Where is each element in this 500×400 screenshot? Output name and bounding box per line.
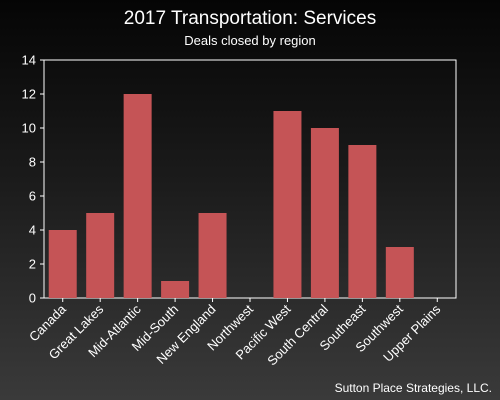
y-tick-label: 0 [29,291,36,306]
chart-subtitle: Deals closed by region [184,33,316,48]
y-tick-label: 8 [29,155,36,170]
chart-title: 2017 Transportation: Services [124,8,376,29]
y-tick-label: 6 [29,189,36,204]
bar [348,145,377,298]
bar [198,213,227,298]
y-tick-label: 14 [22,53,36,68]
y-tick-label: 2 [29,257,36,272]
bar [273,111,302,298]
y-tick-label: 4 [29,223,36,238]
bar [48,230,77,298]
footer-credit: Sutton Place Strategies, LLC. [335,381,492,395]
y-axis: 0 2 4 6 8 10 12 14 [22,53,44,306]
bar [385,247,414,298]
y-tick-label: 12 [22,87,36,102]
bar [161,281,190,298]
y-tick-label: 10 [22,121,36,136]
bar [86,213,115,298]
bar [310,128,339,298]
bar [123,94,152,298]
bar-group [48,94,414,298]
